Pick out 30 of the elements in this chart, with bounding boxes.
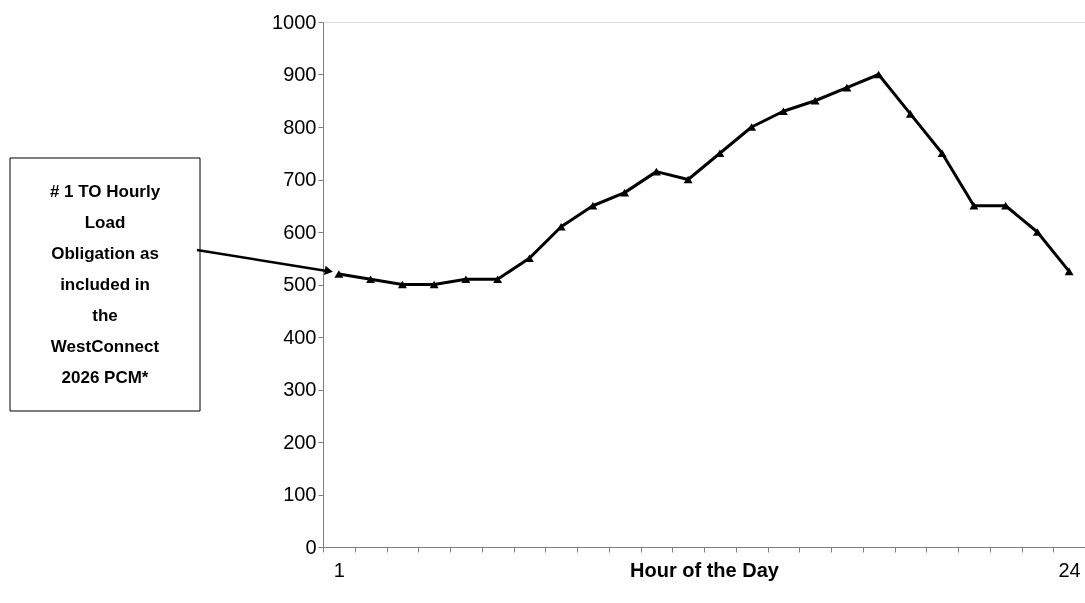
y-tick-label: 800 <box>283 115 317 138</box>
point <box>905 110 915 118</box>
y-tick-label: 300 <box>283 378 317 400</box>
point <box>778 107 788 116</box>
point <box>969 201 979 210</box>
text: # 1 TO Hourly Load Obligation as included in the WestConnect 2026 PCM* <box>49 181 161 387</box>
point <box>429 280 439 289</box>
point <box>1064 267 1074 276</box>
x-tick-label: 1 <box>333 558 345 581</box>
y-tick-label: 500 <box>283 273 317 295</box>
y-tick-label: 700 <box>283 168 317 190</box>
y-tick-label: 1000 <box>272 10 317 33</box>
y-tick-label: 0 <box>305 535 317 558</box>
point <box>334 270 344 278</box>
point <box>461 275 471 284</box>
x-tick-label: 24 <box>1058 558 1081 581</box>
y-tick-label: 200 <box>283 430 317 453</box>
point <box>937 149 947 158</box>
y-tick-label: 900 <box>283 63 317 85</box>
point <box>1032 228 1042 236</box>
y-tick-label: 600 <box>283 220 317 243</box>
point <box>588 201 598 210</box>
point <box>556 222 566 231</box>
point <box>493 275 503 284</box>
y-tick-label: 400 <box>283 325 317 348</box>
point <box>366 275 376 284</box>
x-axis-title: Hour of the Day <box>630 558 780 581</box>
point <box>810 96 820 105</box>
y-tick-label: 100 <box>283 483 317 505</box>
point <box>683 175 693 184</box>
